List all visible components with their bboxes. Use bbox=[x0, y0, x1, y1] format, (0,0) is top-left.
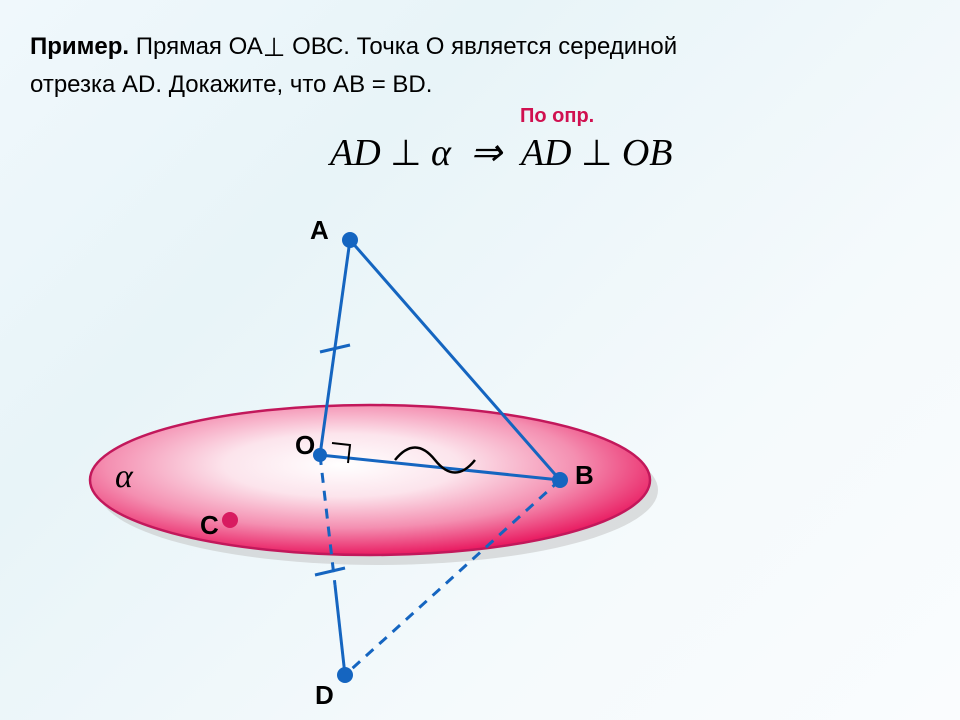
label-o: О bbox=[295, 430, 315, 461]
point-b bbox=[552, 472, 568, 488]
label-b: В bbox=[575, 460, 594, 491]
example-label: Пример. bbox=[30, 33, 129, 60]
tick-od bbox=[315, 568, 345, 575]
label-alpha: α bbox=[115, 458, 133, 496]
label-d: D bbox=[315, 680, 334, 711]
point-a bbox=[342, 232, 358, 248]
formula-ad1: AD bbox=[330, 132, 381, 174]
geometry-diagram bbox=[0, 200, 960, 720]
point-d bbox=[337, 667, 353, 683]
perp-icon: ⊥ bbox=[390, 133, 421, 173]
line-d-visible bbox=[335, 585, 345, 675]
label-a: A bbox=[310, 215, 329, 246]
formula: AD ⊥ α ⇒ AD ⊥ OB bbox=[330, 130, 672, 175]
problem-part1: Прямая ОА bbox=[129, 33, 263, 60]
label-c: С bbox=[200, 510, 219, 541]
point-c bbox=[222, 512, 238, 528]
problem-line2: отрезка АD. Докажите, что АВ = ВD. bbox=[30, 71, 432, 98]
formula-ad2: AD bbox=[521, 132, 572, 174]
implies-icon: ⇒ bbox=[470, 132, 502, 174]
perp-icon: ⊥ bbox=[581, 133, 612, 173]
formula-alpha: α bbox=[431, 132, 451, 174]
note-label: По опр. bbox=[520, 105, 594, 128]
problem-statement: Пример. Прямая ОА⊥ ОВС. Точка О является… bbox=[30, 28, 677, 103]
problem-part2: ОВС. Точка О является серединой bbox=[285, 33, 677, 60]
perp-icon: ⊥ bbox=[263, 28, 286, 67]
formula-ob: OB bbox=[622, 132, 673, 174]
